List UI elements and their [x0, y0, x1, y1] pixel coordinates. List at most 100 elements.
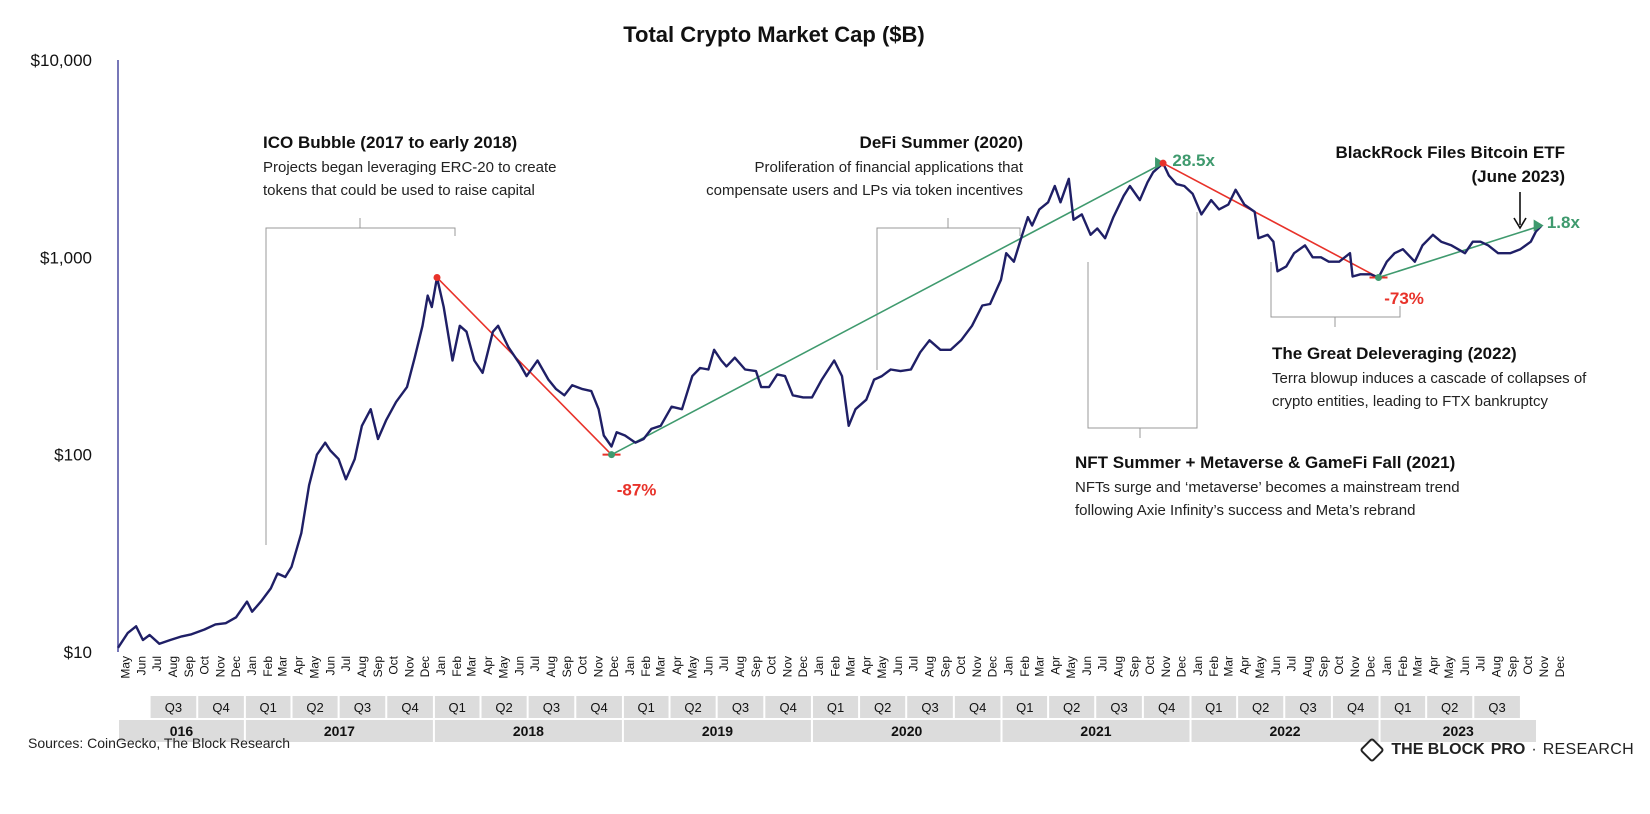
quarter-cell — [528, 696, 575, 718]
year-label: 2023 — [1443, 723, 1474, 739]
quarter-cell — [1474, 696, 1520, 718]
annotation-ico-title: ICO Bubble (2017 to early 2018) — [263, 133, 517, 152]
quarter-label: Q3 — [165, 700, 182, 715]
annotation-defi-line1: Proliferation of financial applications … — [755, 159, 1024, 176]
month-label: May — [1064, 656, 1078, 679]
month-label: Mar — [1032, 656, 1046, 677]
month-label: Aug — [544, 656, 558, 677]
block-logo-icon — [1359, 737, 1386, 763]
month-label: Dec — [1553, 656, 1567, 677]
month-label: Jun — [134, 656, 148, 675]
quarter-cell — [1238, 696, 1284, 718]
year-cell — [1191, 720, 1379, 742]
quarter-label: Q4 — [401, 700, 418, 715]
nft-bracket — [1087, 212, 1198, 438]
quarter-cell — [434, 696, 480, 718]
month-label: Nov — [214, 656, 228, 677]
month-label: Jun — [701, 656, 715, 675]
quarter-label: Q3 — [543, 700, 560, 715]
quarter-cell — [245, 696, 291, 718]
quarter-label: Q4 — [1158, 700, 1175, 715]
month-label: Feb — [1207, 656, 1221, 677]
quarter-cell — [481, 696, 527, 718]
month-label: Jan — [623, 656, 637, 675]
month-label: Sep — [1128, 656, 1142, 678]
month-label: Mar — [465, 656, 479, 677]
trend-start-dot — [1159, 159, 1167, 167]
month-label: Nov — [592, 656, 606, 677]
trend-markers: -87% 28.5x -73% 1.8x — [433, 151, 1581, 500]
year-label: 2021 — [1080, 723, 1111, 739]
annotation-ico-line2: tokens that could be used to raise capit… — [263, 182, 535, 199]
month-label: May — [875, 656, 889, 679]
year-label: 2019 — [702, 723, 733, 739]
quarter-cell — [1380, 696, 1426, 718]
month-label: Dec — [418, 656, 432, 677]
month-label: May — [307, 656, 321, 679]
quarter-cell — [623, 696, 669, 718]
quarter-cell — [860, 696, 906, 718]
y-tick-label: $10 — [64, 643, 92, 662]
month-label: Feb — [828, 656, 842, 677]
trend-label: -87% — [617, 481, 657, 500]
trend-start-dot — [1375, 274, 1383, 282]
quarter-label: Q2 — [1252, 700, 1269, 715]
month-label: Mar — [1221, 656, 1235, 677]
quarter-label: Q4 — [590, 700, 607, 715]
month-label: Feb — [1018, 656, 1032, 677]
quarter-label: Q1 — [1394, 700, 1411, 715]
month-label: Apr — [1426, 656, 1440, 675]
quarter-cell — [292, 696, 338, 718]
month-label: Aug — [923, 656, 937, 677]
month-label: Mar — [276, 656, 290, 677]
month-label: Nov — [1159, 656, 1173, 677]
annotation-deleveraging-line1: Terra blowup induces a cascade of collap… — [1272, 370, 1587, 387]
annotation-deleveraging-line2: crypto entities, leading to FTX bankrupt… — [1272, 393, 1548, 410]
month-label: Jul — [907, 656, 921, 671]
month-label: Sep — [749, 656, 763, 678]
month-label: Jun — [891, 656, 905, 675]
month-label: Nov — [1537, 656, 1551, 677]
month-label: Aug — [166, 656, 180, 677]
month-label: Jun — [1269, 656, 1283, 675]
month-label: Mar — [843, 656, 857, 677]
trendline — [436, 276, 613, 456]
quarter-label: Q3 — [1299, 700, 1316, 715]
year-cell — [245, 720, 433, 742]
brand-research: RESEARCH — [1542, 741, 1634, 758]
brand-the-block: THE BLOCK — [1391, 741, 1485, 758]
quarter-label: Q3 — [1488, 700, 1505, 715]
quarter-label: Q3 — [354, 700, 371, 715]
trend-label: 1.8x — [1547, 213, 1581, 232]
quarter-cell — [812, 696, 859, 718]
month-label: Jul — [1474, 656, 1488, 671]
quarter-label: Q2 — [874, 700, 891, 715]
month-label: Jan — [245, 656, 259, 675]
month-label: Oct — [576, 655, 590, 674]
trend-start-dot — [433, 274, 441, 282]
year-label: 016 — [170, 723, 194, 739]
quarter-label: Q3 — [732, 700, 749, 715]
month-label: Jan — [812, 656, 826, 675]
month-label: Mar — [1410, 656, 1424, 677]
month-label: Jan — [1002, 656, 1016, 675]
quarter-label: Q1 — [827, 700, 844, 715]
chart-title: Total Crypto Market Cap ($B) — [623, 22, 925, 47]
brand-pro: PRO — [1490, 741, 1526, 758]
trend-arrowhead — [1533, 219, 1544, 232]
annotation-brackets — [265, 212, 1401, 545]
month-label: Oct — [1521, 655, 1535, 674]
month-label: Sep — [939, 656, 953, 678]
y-tick-label: $100 — [54, 446, 92, 465]
month-label: Aug — [355, 656, 369, 677]
month-label: Oct — [198, 655, 212, 674]
annotation-deleveraging-title: The Great Deleveraging (2022) — [1272, 344, 1517, 363]
annotation-nft-title: NFT Summer + Metaverse & GameFi Fall (20… — [1075, 453, 1455, 472]
brand-logo: THE BLOCK PRO · RESEARCH — [1359, 737, 1634, 763]
month-label: Jun — [1080, 656, 1094, 675]
quarter-cell — [670, 696, 716, 718]
month-label: Aug — [733, 656, 747, 677]
sources-note: Sources: CoinGecko, The Block Research — [28, 735, 290, 751]
quarter-cell — [1096, 696, 1142, 718]
quarter-label: Q1 — [1016, 700, 1033, 715]
